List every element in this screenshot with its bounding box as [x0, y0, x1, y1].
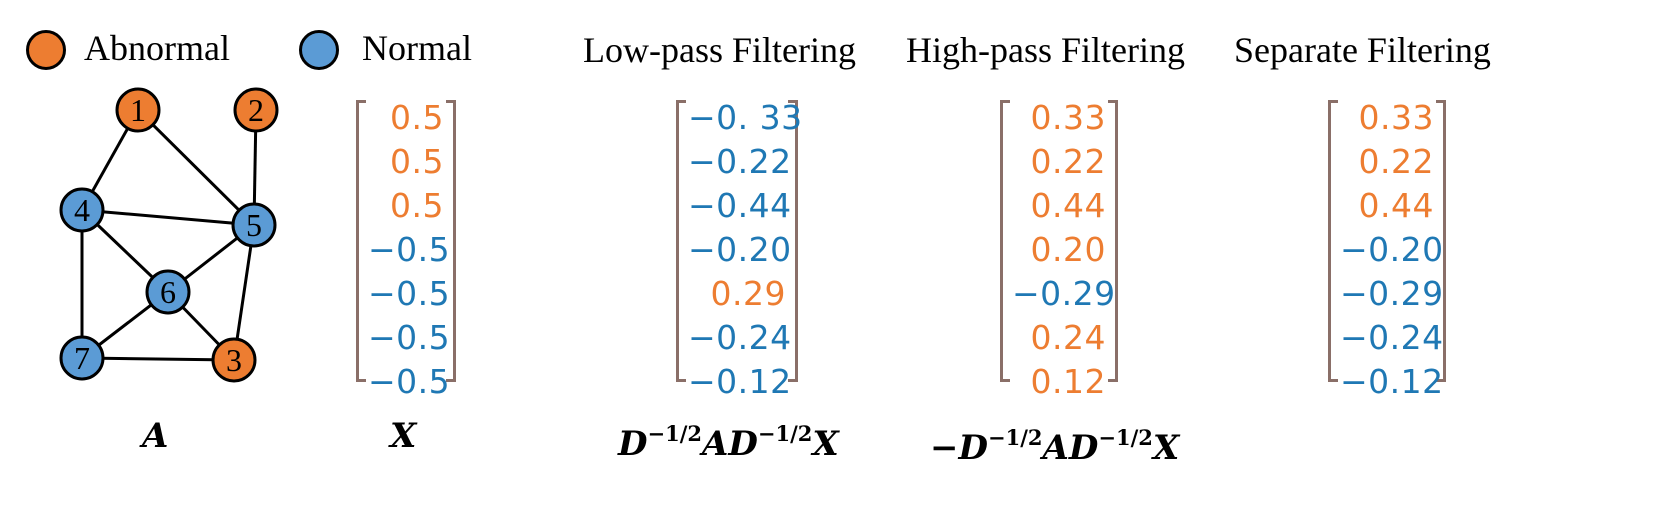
graph-edge-4-5 — [81, 208, 255, 227]
normal-legend-label: Normal — [362, 28, 472, 68]
matrix-entry: 0.44 — [1358, 186, 1434, 225]
feature-formula: X — [390, 416, 417, 456]
matrix-entry: −0.20 — [1340, 230, 1444, 269]
bracket-right — [446, 100, 456, 382]
formula-exponent: −1/2 — [1098, 425, 1153, 450]
bracket-right — [1436, 100, 1446, 382]
matrix-entry: −0.5 — [368, 274, 451, 313]
formula-minus: − — [930, 428, 959, 468]
graph-edge-1-5 — [136, 108, 256, 227]
graph-nodes: 1 2 3 4 5 6 7 — [59, 87, 279, 383]
graph-node-1: 1 — [115, 87, 161, 133]
graph-edge-5-3 — [232, 224, 256, 361]
formula-ad: AD — [1042, 428, 1099, 468]
bracket-left — [1000, 100, 1010, 382]
matrix-entry: −0.5 — [368, 318, 451, 357]
matrix-entry: 0.24 — [1030, 318, 1106, 357]
bracket-right — [788, 100, 798, 382]
matrix-entry: −0.5 — [368, 230, 451, 269]
matrix-entry: −0.5 — [368, 362, 451, 401]
matrix-entry: 0.5 — [390, 142, 444, 181]
node-circle — [211, 337, 257, 383]
separate-matrix: 0.33 0.22 0.44 −0.20 −0.29 −0.24 −0.12 — [1328, 98, 1446, 401]
high-pass-matrix: 0.33 0.22 0.44 0.20 −0.29 0.24 0.12 — [1000, 98, 1118, 401]
node-label: 4 — [74, 192, 90, 228]
node-circle — [115, 87, 161, 133]
abnormal-legend-label: Abnormal — [84, 28, 230, 68]
matrix-entry: −0.44 — [688, 186, 792, 225]
formula-ad: AD — [701, 424, 758, 464]
matrix-entry: 0.12 — [1030, 362, 1106, 401]
node-circle — [59, 335, 105, 381]
high-pass-formula: −D−1/2AD−1/2X — [930, 418, 1179, 468]
formula-exponent: −1/2 — [757, 421, 813, 446]
matrix-entry: 0.44 — [1030, 186, 1106, 225]
node-label: 3 — [226, 342, 242, 378]
graph-node-7: 7 — [59, 335, 105, 381]
matrix-entry: 0.5 — [390, 98, 444, 137]
graph-node-6: 6 — [145, 269, 191, 315]
graph-node-5: 5 — [231, 202, 277, 248]
separate-heading: Separate Filtering — [1234, 30, 1491, 70]
node-label: 1 — [130, 92, 146, 128]
bracket-left — [356, 100, 366, 382]
matrix-entry: −0.20 — [688, 230, 792, 269]
low-pass-heading: Low-pass Filtering — [583, 30, 856, 70]
matrix-entry: −0.22 — [688, 142, 792, 181]
node-circle — [231, 202, 277, 248]
formula-x: X — [1152, 428, 1180, 468]
node-label: 6 — [160, 274, 176, 310]
adjacency-formula: A — [142, 416, 169, 456]
matrix-entry: −0.12 — [688, 362, 792, 401]
node-circle — [145, 269, 191, 315]
matrix-entry: −0.29 — [1340, 274, 1444, 313]
formula-exponent: −1/2 — [987, 425, 1043, 450]
formula-x: X — [812, 424, 839, 464]
bracket-right — [1108, 100, 1118, 382]
formula-d: D — [958, 428, 988, 468]
graph-node-3: 3 — [211, 337, 257, 383]
graph-diagram: 1 2 3 4 5 6 7 — [59, 87, 279, 383]
formula-d: D — [618, 424, 648, 464]
matrix-entry: −0.24 — [1340, 318, 1444, 357]
node-label: 7 — [74, 340, 90, 376]
matrix-entry: 0.20 — [1030, 230, 1106, 269]
matrix-entry: −0.24 — [688, 318, 792, 357]
abnormal-legend-marker — [26, 30, 66, 70]
x-matrix: 0.5 0.5 0.5 −0.5 −0.5 −0.5 −0.5 — [356, 98, 456, 401]
bracket-left — [1328, 100, 1338, 382]
high-pass-heading: High-pass Filtering — [906, 30, 1185, 70]
low-pass-matrix: −0. 33 −0.22 −0.44 −0.20 0.29 −0.24 −0.12 — [676, 98, 802, 401]
graph-edge-7-3 — [81, 356, 235, 362]
matrix-entry: 0.22 — [1358, 142, 1434, 181]
matrix-entry: −0.29 — [1012, 274, 1116, 313]
graph-node-4: 4 — [59, 187, 105, 233]
node-circle — [233, 87, 279, 133]
matrix-entry: 0.33 — [1358, 98, 1434, 137]
graph-edges — [80, 108, 258, 362]
matrix-entry: 0.5 — [390, 186, 444, 225]
matrix-entry: 0.22 — [1030, 142, 1106, 181]
low-pass-formula: D−1/2AD−1/2X — [618, 414, 839, 464]
node-label: 5 — [246, 207, 262, 243]
matrix-entry: 0.29 — [710, 274, 786, 313]
formula-exponent: −1/2 — [647, 421, 702, 446]
matrix-entry: −0. 33 — [688, 98, 803, 137]
matrix-entry: 0.33 — [1030, 98, 1106, 137]
graph-node-2: 2 — [233, 87, 279, 133]
node-circle — [59, 187, 105, 233]
bracket-left — [676, 100, 686, 382]
normal-legend-marker — [299, 30, 339, 70]
node-label: 2 — [248, 92, 264, 128]
matrix-entry: −0.12 — [1340, 362, 1444, 401]
